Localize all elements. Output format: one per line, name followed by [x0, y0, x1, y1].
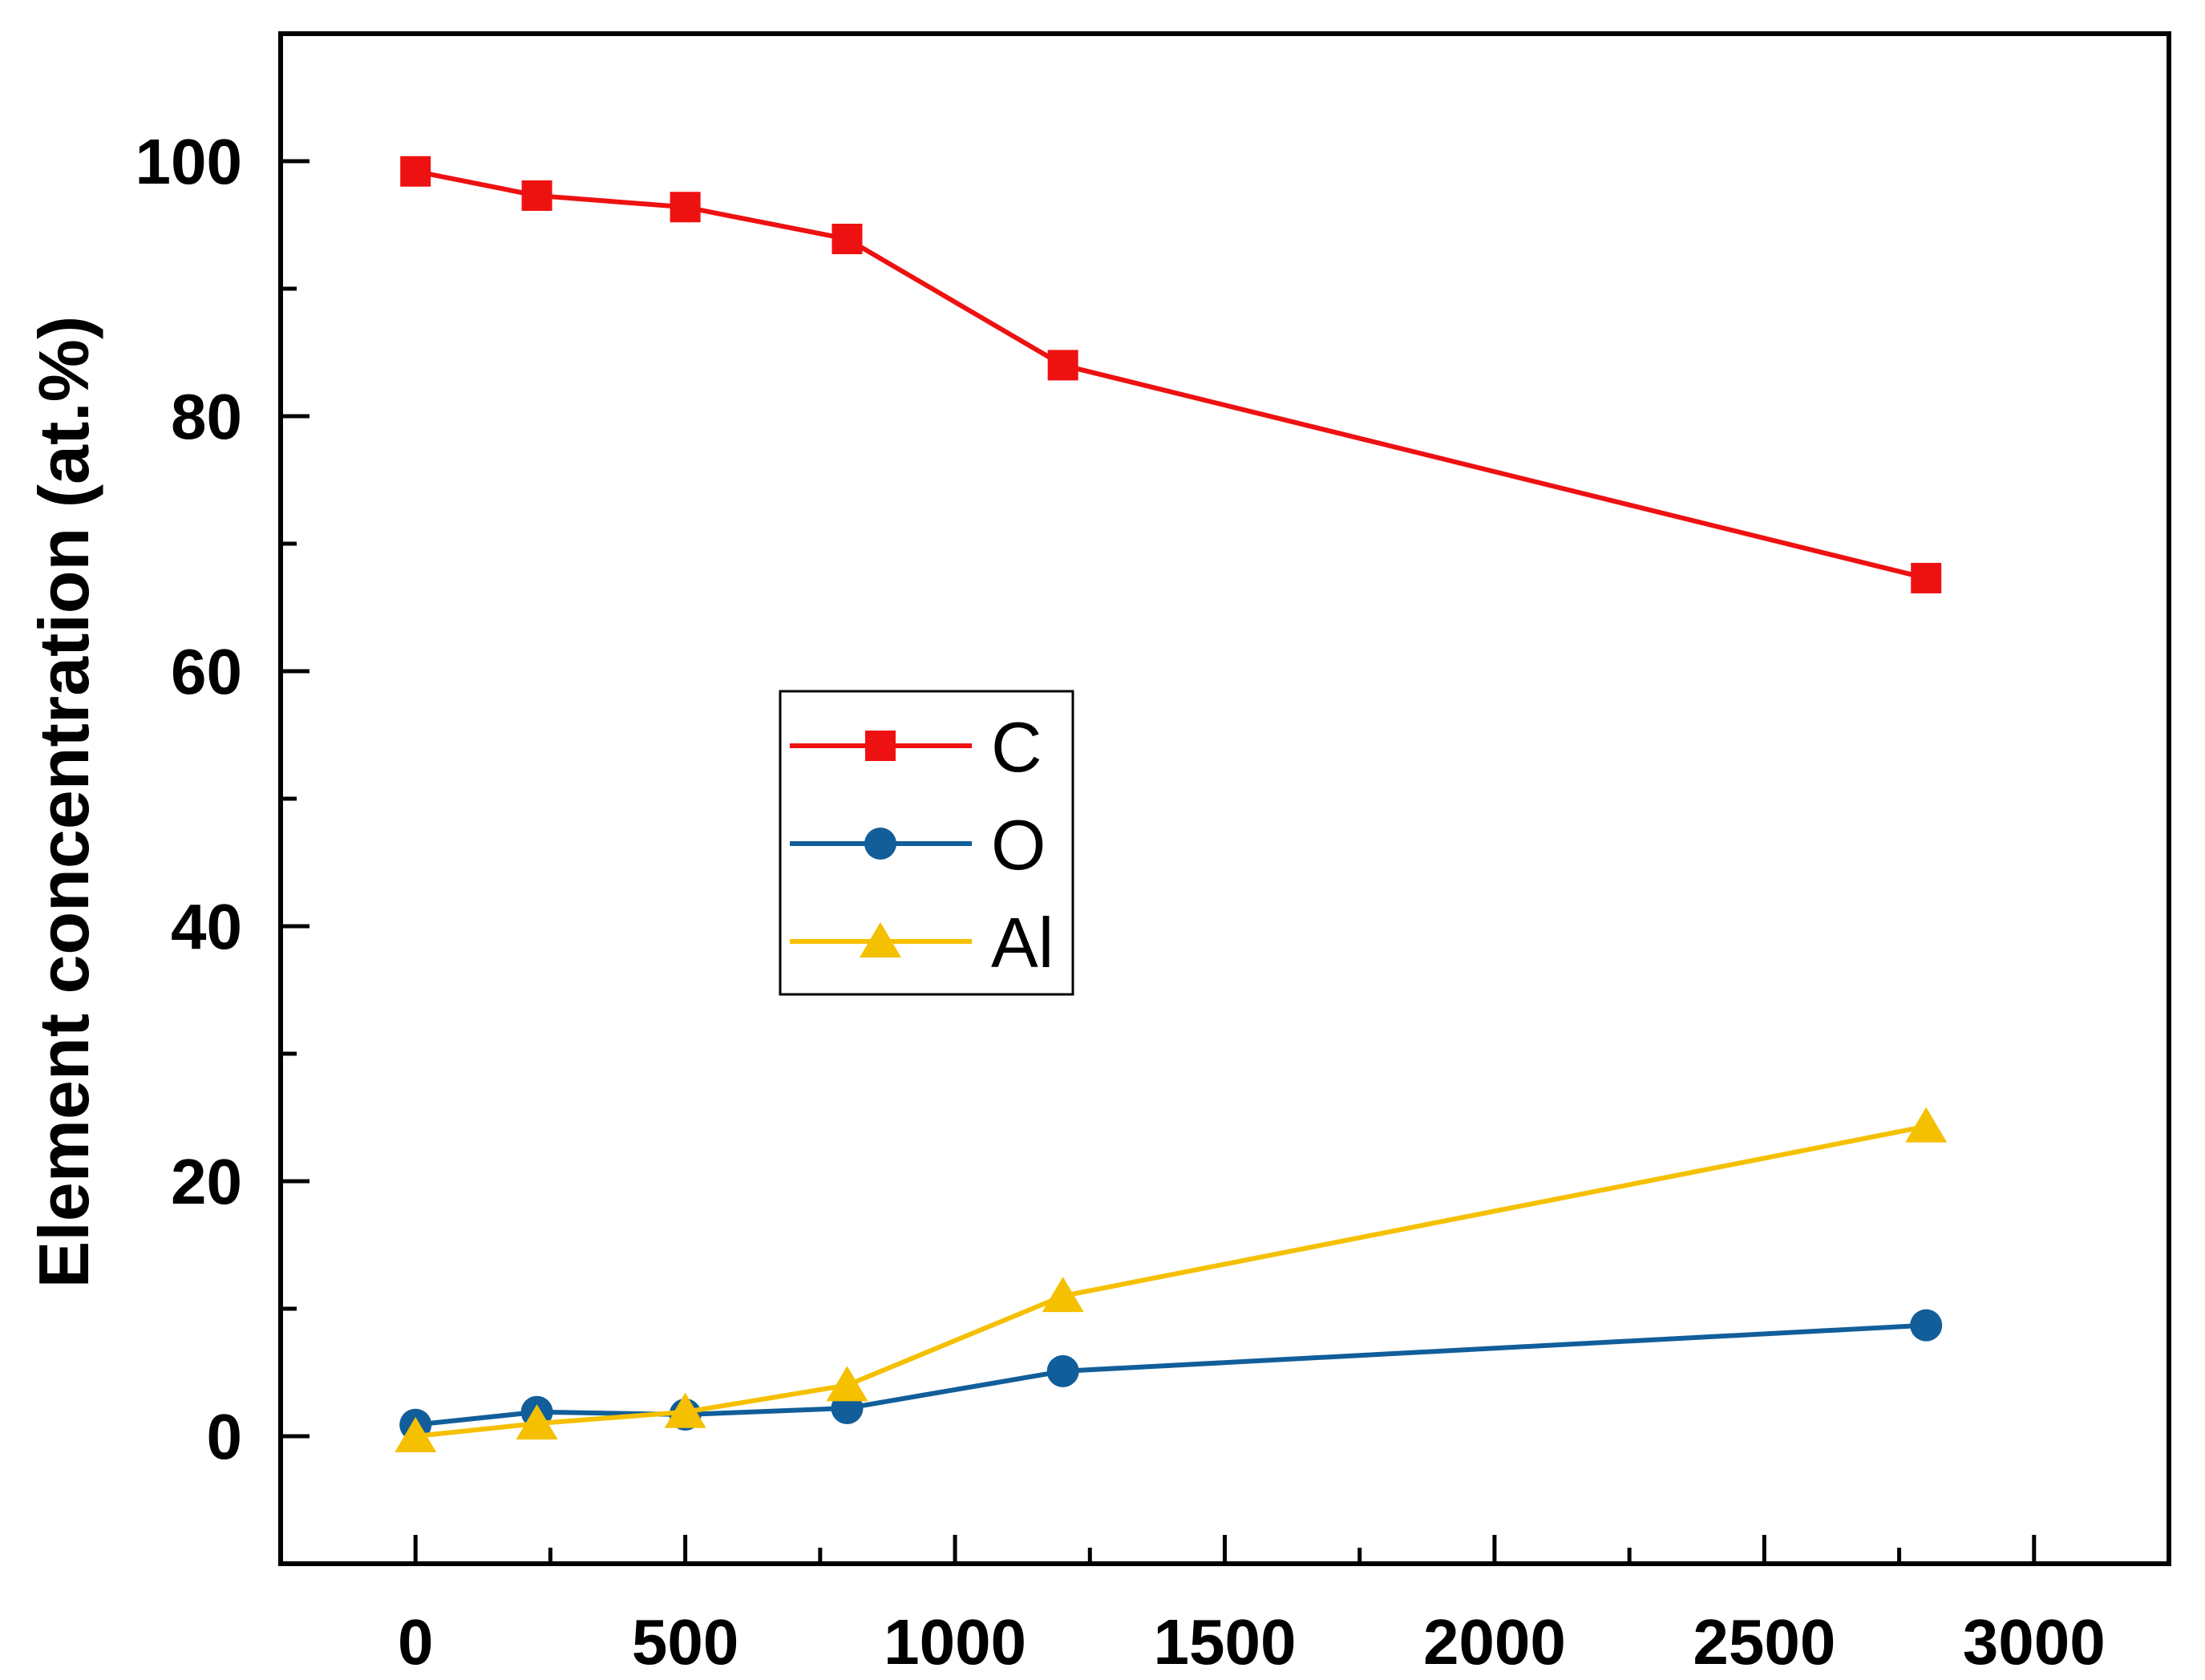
- legend-marker: [864, 828, 896, 860]
- axis-ticks: 0 500 1000 1500 2000 2500 3000 0 20 40 60 80 100: [136, 31, 2106, 1678]
- series-line-o: [415, 1322, 1927, 1427]
- legend-label: C: [991, 707, 1042, 787]
- data-point-c: [400, 156, 431, 187]
- legend-item-c: C: [790, 707, 1042, 787]
- data-point-al: [826, 1366, 868, 1402]
- legend-item-o: O: [790, 805, 1046, 885]
- legend: CO Al: [779, 690, 1074, 996]
- data-point-al: [516, 1404, 558, 1440]
- plot-area-frame: [278, 31, 2171, 1566]
- y-axis-title-group: Element concentration (at.%): [24, 316, 103, 1289]
- series-line-al: [415, 1123, 1927, 1439]
- data-point-c: [670, 192, 701, 223]
- legend-label: Al: [991, 903, 1054, 982]
- x-tick-label: 1500: [1154, 1606, 1297, 1678]
- x-tick-label: 1000: [884, 1606, 1026, 1678]
- x-tick-label: 3000: [1963, 1606, 2106, 1678]
- data-point-c: [521, 180, 552, 211]
- y-tick-label: 0: [207, 1401, 243, 1472]
- y-tick-label: 40: [171, 891, 242, 962]
- y-axis-title: Element concentration (at.%): [24, 316, 103, 1289]
- series-c: [400, 156, 1942, 593]
- legend-marker: [860, 922, 901, 957]
- y-tick-label: 80: [171, 381, 242, 452]
- y-tick-label: 60: [171, 636, 242, 707]
- x-tick-label: 2500: [1693, 1606, 1835, 1678]
- legend-label: O: [991, 805, 1046, 885]
- legend-item-al: Al: [790, 903, 1054, 982]
- data-point-c: [1911, 562, 1942, 593]
- x-tick-label: 500: [632, 1606, 738, 1678]
- series-layer: [394, 156, 1948, 1452]
- data-point-o: [1046, 1354, 1079, 1387]
- data-point-al: [1905, 1107, 1948, 1143]
- x-tick-label: 2000: [1423, 1606, 1566, 1678]
- x-tick-label: 0: [398, 1606, 434, 1678]
- data-point-al: [664, 1392, 706, 1428]
- data-point-c: [1047, 350, 1078, 381]
- series-al: [394, 1107, 1948, 1452]
- data-point-c: [831, 223, 863, 254]
- data-point-al: [1042, 1277, 1084, 1313]
- series-line-c: [415, 168, 1927, 581]
- y-tick-label: 20: [171, 1146, 242, 1217]
- legend-marker: [865, 731, 896, 761]
- y-tick-label: 100: [136, 126, 242, 197]
- data-point-al: [394, 1417, 437, 1452]
- data-point-o: [1910, 1309, 1943, 1342]
